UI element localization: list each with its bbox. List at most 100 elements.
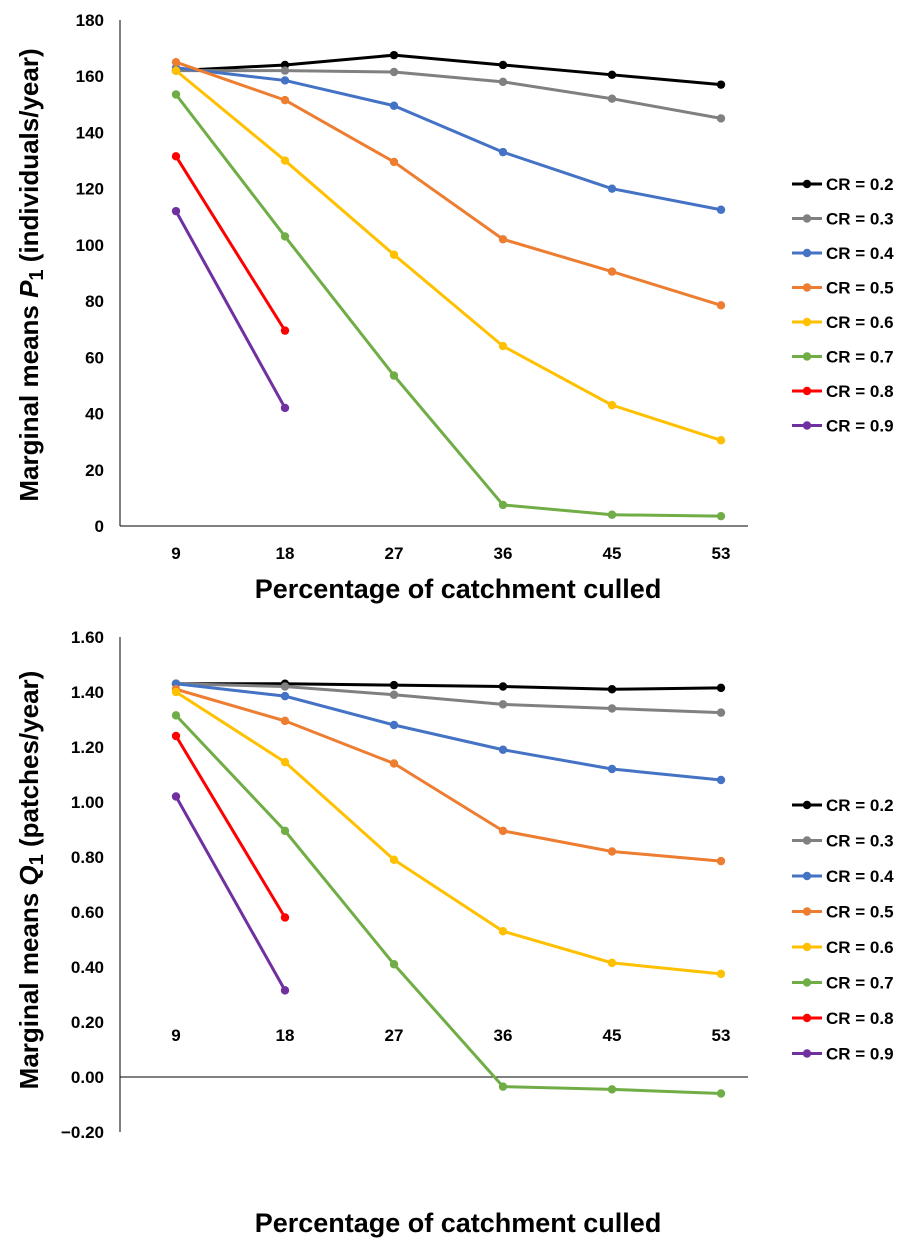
legend-marker: [802, 871, 812, 881]
data-point: [280, 913, 290, 922]
data-point: [498, 60, 508, 70]
data-point: [389, 680, 399, 690]
series-cr-0-6: [171, 687, 726, 979]
series-line: [174, 155, 287, 332]
legend-marker: [802, 248, 812, 258]
y-tick-label: 180: [76, 11, 104, 30]
y-tick-label: 0.80: [71, 848, 104, 867]
y-tick-label: 0.40: [71, 958, 104, 977]
series-cr-0-7: [171, 711, 726, 1098]
data-point: [171, 731, 181, 741]
legend-entry: CR = 0.6: [792, 313, 894, 332]
legend-label: CR = 0.5: [826, 903, 894, 922]
legend-marker: [802, 1013, 812, 1023]
data-point: [607, 70, 617, 80]
series-cr-0-4: [171, 63, 726, 214]
series-line: [175, 687, 722, 863]
data-point: [716, 511, 726, 521]
series-line: [175, 682, 722, 782]
data-point: [171, 90, 181, 99]
data-point: [389, 960, 399, 969]
y-tick-label: 60: [85, 348, 104, 367]
data-point: [389, 50, 399, 60]
y-tick-label: 80: [85, 292, 104, 311]
legend-label: CR = 0.5: [826, 279, 894, 298]
y-tick-label: 100: [76, 236, 104, 255]
x-tick-label: 53: [712, 1026, 731, 1045]
data-point: [607, 510, 617, 519]
series-line: [175, 682, 722, 715]
data-point: [498, 1082, 508, 1091]
series-cr-0-6: [171, 66, 726, 445]
data-point: [389, 720, 399, 730]
x-tick-label: 27: [385, 544, 404, 563]
legend-label: CR = 0.6: [826, 313, 894, 332]
legend-label: CR = 0.7: [826, 974, 894, 993]
x-tick-label: 36: [494, 1026, 513, 1045]
data-point: [716, 436, 726, 445]
legend-marker: [802, 1049, 812, 1058]
data-point: [716, 969, 726, 979]
data-point: [607, 184, 617, 193]
data-point: [280, 156, 290, 165]
y-tick-label: 1.00: [71, 793, 104, 812]
data-point: [498, 700, 508, 709]
data-point: [716, 683, 726, 693]
legend-label: CR = 0.6: [826, 938, 894, 957]
series-line: [174, 735, 287, 919]
series-cr-0-3: [171, 66, 726, 123]
legend-label: CR = 0.4: [826, 867, 894, 886]
data-point: [389, 250, 399, 259]
data-point: [171, 206, 181, 216]
chart-2: −0.20 0.00 0.20 0.40 0.60 0.80 1.00 1.20 1.40 1.6…: [14, 628, 894, 1238]
legend-marker: [802, 179, 812, 189]
data-point: [280, 682, 290, 691]
series-line: [175, 60, 722, 307]
legend-label: CR = 0.7: [826, 348, 894, 367]
legend-entry: CR = 0.7: [792, 974, 894, 993]
y-tick-label: 140: [76, 123, 104, 142]
series-line: [175, 690, 722, 976]
legend-label: CR = 0.2: [826, 796, 894, 815]
x-tick-label: 36: [494, 544, 513, 563]
data-point: [607, 1085, 617, 1094]
y-tick-label: 20: [85, 461, 104, 480]
data-point: [498, 826, 508, 836]
data-point: [498, 147, 508, 157]
series-line: [176, 69, 722, 120]
legend-marker: [802, 386, 812, 396]
legend-entry: CR = 0.9: [792, 417, 894, 436]
data-point: [280, 826, 290, 836]
data-point: [280, 691, 290, 701]
data-point: [498, 341, 508, 351]
x-axis-title: Percentage of catchment culled: [255, 574, 662, 604]
data-point: [171, 66, 181, 75]
data-point: [716, 114, 726, 123]
data-point: [280, 66, 290, 75]
legend-entry: CR = 0.8: [792, 1009, 894, 1028]
y-tick-label: −0.20: [61, 1123, 104, 1142]
series-cr-0-7: [171, 90, 726, 521]
data-point: [607, 685, 617, 694]
legend-label: CR = 0.4: [826, 244, 894, 263]
data-point: [280, 232, 290, 241]
legend-label: CR = 0.2: [826, 175, 894, 194]
data-point: [607, 704, 617, 713]
series-line: [175, 53, 722, 87]
data-point: [498, 682, 508, 691]
data-point: [389, 157, 399, 167]
legend-label: CR = 0.3: [826, 832, 894, 851]
series-line: [174, 210, 287, 409]
legend-entry: CR = 0.5: [792, 903, 894, 922]
data-point: [716, 775, 726, 785]
data-point: [389, 759, 399, 768]
series-cr-0-9: [171, 206, 290, 413]
data-point: [389, 855, 399, 864]
legend-entry: CR = 0.5: [792, 279, 894, 298]
legend-marker: [802, 421, 812, 430]
data-point: [280, 76, 290, 85]
data-point: [607, 764, 617, 774]
x-tick-label: 53: [712, 544, 731, 563]
series-line: [175, 66, 722, 212]
